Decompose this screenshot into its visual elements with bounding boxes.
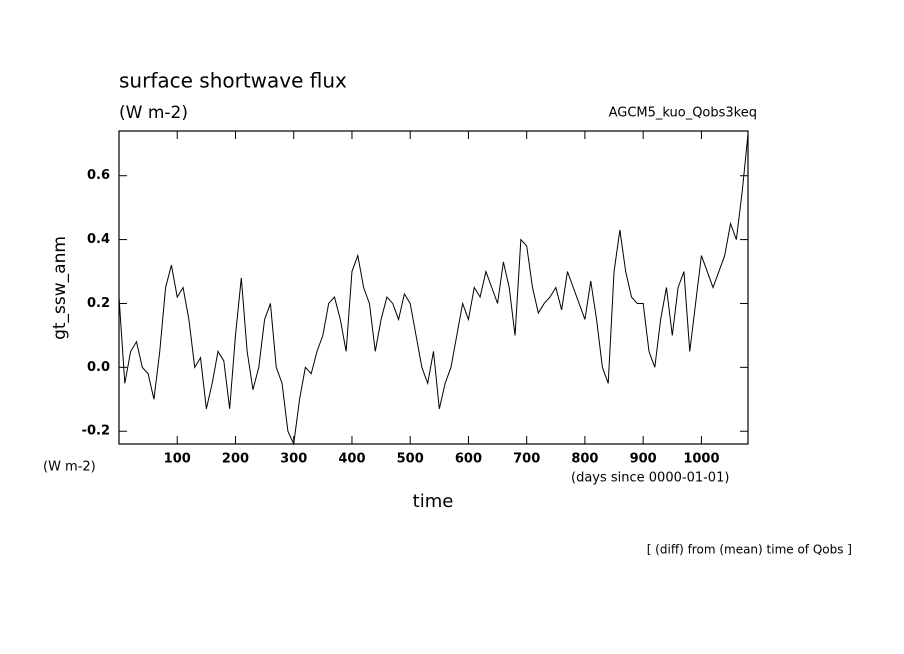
x-tick-label: 600: [455, 452, 482, 467]
y-tick-label: 0.0: [87, 360, 110, 375]
annotation: AGCM5_kuo_Qobs3keq: [609, 106, 757, 121]
x-tick-label: 200: [222, 452, 249, 467]
y-tick-label: -0.2: [82, 424, 110, 439]
y-tick-label: 0.4: [87, 232, 110, 247]
x-tick-label: 100: [164, 452, 191, 467]
x-axis-label: time: [413, 491, 454, 512]
y-tick-label: 0.2: [87, 296, 110, 311]
line: [118, 134, 749, 446]
y-axis-label: gt_ssw_anm: [50, 236, 70, 340]
note: [ (diff) from (mean) time of Qobs ]: [647, 543, 852, 557]
y-tick-label: 0.6: [87, 168, 110, 183]
y-unit: (W m-2): [43, 460, 96, 475]
x-tick-label: 900: [630, 452, 657, 467]
x-tick-label: 400: [338, 452, 365, 467]
x-tick-label: 300: [280, 452, 307, 467]
plot-frame: [118, 130, 749, 445]
x-unit: (days since 0000-01-01): [571, 471, 729, 486]
chart-subtitle: (W m-2): [119, 103, 188, 123]
x-tick-label: 700: [513, 452, 540, 467]
x-tick-label: 800: [571, 452, 598, 467]
chart-title: surface shortwave flux: [119, 69, 347, 93]
x-tick-label: 1000: [683, 452, 719, 467]
x-tick-label: 500: [397, 452, 424, 467]
